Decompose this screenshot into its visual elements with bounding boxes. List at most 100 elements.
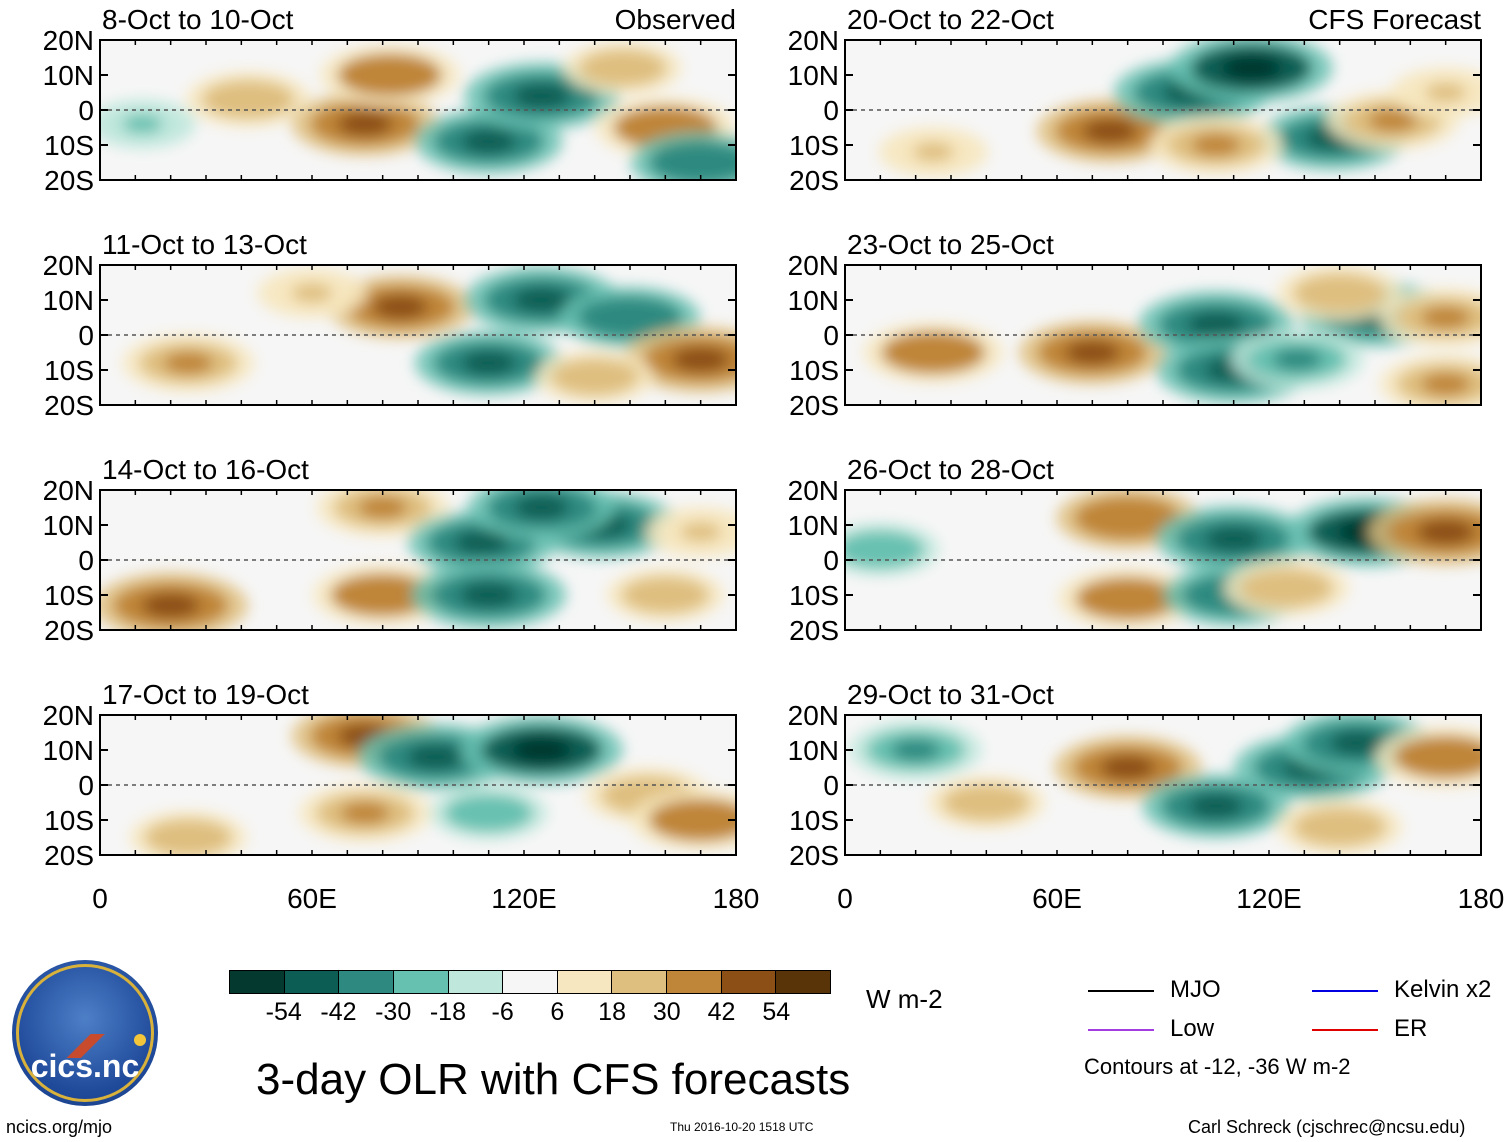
chart-title: 3-day OLR with CFS forecasts <box>256 1055 851 1104</box>
anomaly-core <box>461 350 517 376</box>
anomaly-core <box>363 63 416 87</box>
panel-0 <box>99 39 737 181</box>
anomaly-core <box>1188 793 1244 819</box>
anomaly-core <box>674 150 727 175</box>
anomaly-core <box>141 592 200 619</box>
panel-period: 29-Oct to 31-Oct <box>847 679 1054 710</box>
y-tick-label: 20N <box>42 25 94 56</box>
y-tick-label: 10S <box>789 805 839 836</box>
anomaly-core <box>1204 526 1263 552</box>
anomaly-field <box>121 266 736 404</box>
anomaly-core <box>358 496 408 519</box>
y-tick-label: 10S <box>44 805 94 836</box>
anomaly-core <box>1329 730 1385 756</box>
colorbar-swatch <box>556 971 612 993</box>
colorbar-swatch <box>775 971 831 993</box>
panel-1 <box>844 39 1482 181</box>
y-tick-label: 10N <box>42 60 94 91</box>
anomaly-core <box>1368 109 1418 132</box>
anomaly-core <box>372 294 428 320</box>
y-tick-label: 20S <box>44 615 94 646</box>
y-tick-label: 20N <box>787 700 839 731</box>
y-tick-label: 10N <box>42 735 94 766</box>
y-tick-label: 10N <box>787 285 839 316</box>
anomaly-core <box>512 83 571 109</box>
anomaly-core <box>1064 340 1120 365</box>
anomaly-core <box>1421 306 1471 329</box>
anomaly-core <box>356 583 409 607</box>
y-tick-label: 20S <box>44 390 94 421</box>
legend-swatch-low <box>1088 1029 1154 1031</box>
y-tick-label: 10S <box>789 130 839 161</box>
y-tick-label: 20N <box>42 250 94 281</box>
panel-period: 17-Oct to 19-Oct <box>102 679 309 710</box>
y-tick-label: 20S <box>44 165 94 196</box>
anomaly-core <box>964 792 1009 813</box>
legend-swatch-er <box>1312 1029 1378 1031</box>
y-tick-label: 20S <box>789 390 839 421</box>
y-tick-label: 0 <box>78 320 94 351</box>
anomaly-core <box>511 736 572 764</box>
panel-2 <box>99 264 737 406</box>
colorbar-swatch <box>447 971 503 993</box>
y-tick-label: 10N <box>42 285 94 316</box>
colorbar-label: -54 <box>265 998 302 1026</box>
anomaly-core <box>163 351 213 375</box>
anomaly-core <box>1263 577 1310 599</box>
anomaly-core <box>461 129 517 154</box>
y-tick-label: 10N <box>787 735 839 766</box>
y-tick-label: 0 <box>78 545 94 576</box>
anomaly-field <box>100 41 736 180</box>
anomaly-core <box>639 115 692 140</box>
legend-label: ER <box>1394 1015 1428 1042</box>
y-tick-label: 0 <box>823 770 839 801</box>
y-tick-label: 20S <box>789 840 839 871</box>
colorbar-label: -30 <box>375 998 412 1026</box>
contour-note: Contours at -12, -36 W m-2 <box>1084 1054 1351 1079</box>
colorbar-label: -42 <box>320 998 357 1026</box>
anomaly-core <box>1416 519 1475 545</box>
y-tick-label: 10S <box>789 580 839 611</box>
footer-author: Carl Schreck (cjschrec@ncsu.edu) <box>1188 1117 1466 1137</box>
panel-source: Observed <box>614 4 736 35</box>
footer-url[interactable]: ncics.org/mjo <box>6 1117 113 1137</box>
anomaly-field <box>100 490 736 630</box>
y-tick-label: 20S <box>44 840 94 871</box>
colorbar-swatch <box>230 971 284 993</box>
y-tick-label: 10S <box>789 355 839 386</box>
anomaly-core <box>907 340 960 365</box>
panel-source: CFS Forecast <box>1308 4 1481 35</box>
legend-swatch-kelvin <box>1312 990 1378 992</box>
anomaly-core <box>406 744 465 770</box>
anomaly-core <box>671 346 730 373</box>
y-tick-label: 20N <box>42 700 94 731</box>
anomaly-core <box>1272 348 1322 371</box>
anomaly-core <box>166 827 211 848</box>
colorbar-label: 42 <box>707 998 736 1026</box>
panel-period: 26-Oct to 28-Oct <box>847 454 1054 485</box>
logo-ring <box>16 964 154 1102</box>
colorbar-swatch <box>720 971 776 993</box>
anomaly-core <box>1082 118 1138 144</box>
x-tick-label: 0 <box>837 883 853 914</box>
y-tick-label: 20N <box>787 25 839 56</box>
anomaly-core <box>1419 745 1472 769</box>
colorbar-label: 6 <box>550 998 565 1026</box>
anomaly-core <box>674 808 727 832</box>
colorbar-label: -18 <box>429 998 466 1026</box>
anomaly-core <box>291 283 333 303</box>
anomaly-core <box>225 88 272 111</box>
y-tick-label: 10N <box>42 510 94 541</box>
y-tick-label: 0 <box>78 770 94 801</box>
y-tick-label: 0 <box>823 545 839 576</box>
y-tick-label: 20S <box>789 165 839 196</box>
anomaly-core <box>1421 372 1471 396</box>
y-tick-label: 10S <box>44 580 94 611</box>
legend-swatch-mjo <box>1088 990 1154 992</box>
colorbar-swatch <box>611 971 667 993</box>
anomaly-core <box>601 57 645 79</box>
anomaly-core <box>858 539 903 560</box>
panel-5 <box>844 489 1482 631</box>
colorbar-swatch <box>392 971 448 993</box>
